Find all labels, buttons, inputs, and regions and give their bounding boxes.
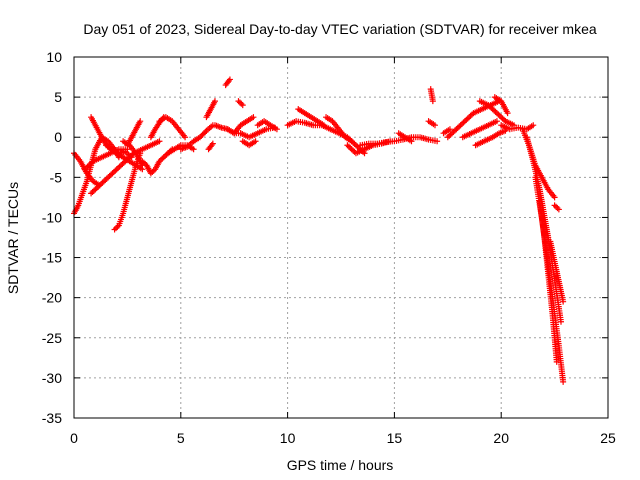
chart-title: Day 051 of 2023, Sidereal Day-to-day VTE… (83, 21, 596, 37)
x-tick-label: 5 (177, 430, 185, 446)
y-tick-label: -20 (42, 290, 62, 306)
data-point (551, 194, 558, 201)
x-tick-label: 10 (280, 430, 296, 446)
series-s16 (205, 140, 216, 153)
x-tick-label: 25 (600, 430, 616, 446)
y-tick-label: -30 (42, 370, 62, 386)
series-s22 (239, 138, 259, 149)
series-s30 (427, 86, 436, 105)
y-tick-label: -5 (50, 169, 63, 185)
data-point (408, 138, 415, 145)
data-point (202, 129, 209, 136)
series-s31 (425, 118, 438, 129)
series-s20 (237, 124, 278, 141)
data-point (348, 138, 355, 145)
data-point (273, 126, 280, 133)
data-point (250, 114, 257, 121)
y-axis-ticks: 10 5 0 -5 -10 -15 -20 -25 -30 -35 (42, 49, 608, 426)
data-point (320, 122, 327, 129)
series-s25 (295, 106, 327, 129)
x-axis-label: GPS time / hours (287, 457, 394, 473)
y-tick-label: -10 (42, 209, 62, 225)
series-s15 (203, 98, 218, 121)
series-s29 (395, 130, 415, 145)
data-point (226, 76, 233, 83)
series-s23 (254, 118, 280, 133)
data-point (446, 126, 453, 133)
y-tick-label: 5 (54, 89, 62, 105)
data-point (504, 110, 511, 117)
x-tick-label: 15 (387, 430, 403, 446)
data-points (71, 76, 567, 385)
data-point (560, 378, 567, 385)
x-tick-label: 20 (493, 430, 509, 446)
series-s32 (440, 126, 453, 137)
series-s35 (472, 127, 509, 149)
data-point (429, 98, 436, 105)
data-point (530, 122, 537, 129)
x-axis-ticks: 0 5 10 15 20 25 (70, 57, 616, 446)
data-point (558, 318, 565, 325)
data-point (137, 118, 144, 125)
series-s6 (103, 142, 135, 161)
gridlines (74, 57, 608, 418)
data-point (182, 134, 189, 141)
data-point (252, 138, 259, 145)
series-s21 (235, 98, 246, 109)
series-s43 (536, 198, 560, 365)
data-point (239, 102, 246, 109)
y-tick-label: 10 (46, 49, 62, 65)
data-point (560, 298, 567, 305)
series-s37 (491, 94, 511, 117)
series-s12 (156, 114, 189, 141)
series-s34 (459, 118, 500, 141)
data-point (431, 122, 438, 129)
series-s4 (88, 138, 163, 197)
plot-frame (73, 56, 609, 419)
series-s28 (357, 134, 441, 149)
series-s18 (222, 76, 233, 89)
data-point (555, 206, 562, 213)
series-s26 (323, 114, 355, 145)
data-point (553, 358, 560, 365)
y-tick-label: 0 (54, 129, 62, 145)
data-point (434, 138, 441, 145)
series-s40 (551, 202, 562, 213)
series-s14 (177, 122, 216, 153)
data-point (493, 118, 500, 125)
y-tick-label: -35 (42, 410, 62, 426)
data-point (209, 140, 216, 147)
series-s19 (224, 114, 257, 137)
series-s36 (476, 98, 518, 129)
series-s9 (124, 118, 144, 149)
data-point (190, 146, 197, 153)
data-point (156, 138, 163, 145)
x-tick-label: 0 (70, 430, 78, 446)
data-point (211, 98, 218, 105)
y-tick-label: -25 (42, 330, 62, 346)
y-tick-label: -15 (42, 250, 62, 266)
series-s1 (71, 134, 122, 217)
series-s44 (547, 238, 567, 305)
data-point (128, 154, 135, 161)
y-axis-label: SDTVAR / TECUs (5, 182, 21, 294)
